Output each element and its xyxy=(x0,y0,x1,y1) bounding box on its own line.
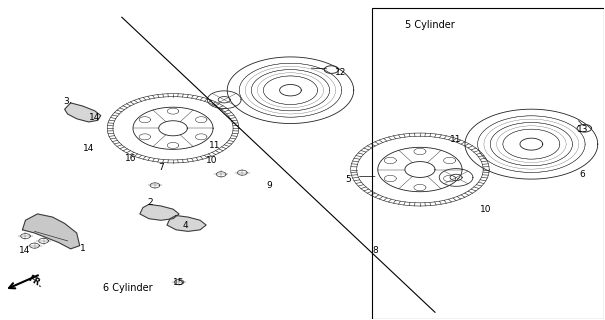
Text: 4: 4 xyxy=(182,220,188,229)
Text: 10: 10 xyxy=(206,156,218,164)
Text: 12: 12 xyxy=(335,68,346,77)
Text: 10: 10 xyxy=(480,205,492,214)
Text: 11: 11 xyxy=(209,141,221,150)
Polygon shape xyxy=(167,215,206,231)
Text: 16: 16 xyxy=(125,154,137,163)
Text: 5 Cylinder: 5 Cylinder xyxy=(405,20,454,30)
Text: 8: 8 xyxy=(372,246,378,255)
Text: 13: 13 xyxy=(577,125,588,134)
Polygon shape xyxy=(65,103,101,122)
Text: 11: 11 xyxy=(450,135,462,144)
Text: 6 Cylinder: 6 Cylinder xyxy=(103,283,152,293)
Polygon shape xyxy=(22,214,80,249)
Text: 6: 6 xyxy=(580,170,586,179)
Text: 9: 9 xyxy=(267,181,272,190)
Text: 14: 14 xyxy=(89,113,100,122)
Text: 14: 14 xyxy=(83,144,94,153)
Text: 1: 1 xyxy=(80,244,85,253)
Text: 7: 7 xyxy=(158,164,164,172)
Text: 2: 2 xyxy=(148,198,153,207)
Text: 5: 5 xyxy=(345,174,351,184)
Text: 3: 3 xyxy=(64,97,70,106)
Text: 14: 14 xyxy=(19,246,30,255)
Text: 15: 15 xyxy=(173,278,185,287)
Polygon shape xyxy=(140,204,179,220)
Text: FR.: FR. xyxy=(27,274,45,290)
